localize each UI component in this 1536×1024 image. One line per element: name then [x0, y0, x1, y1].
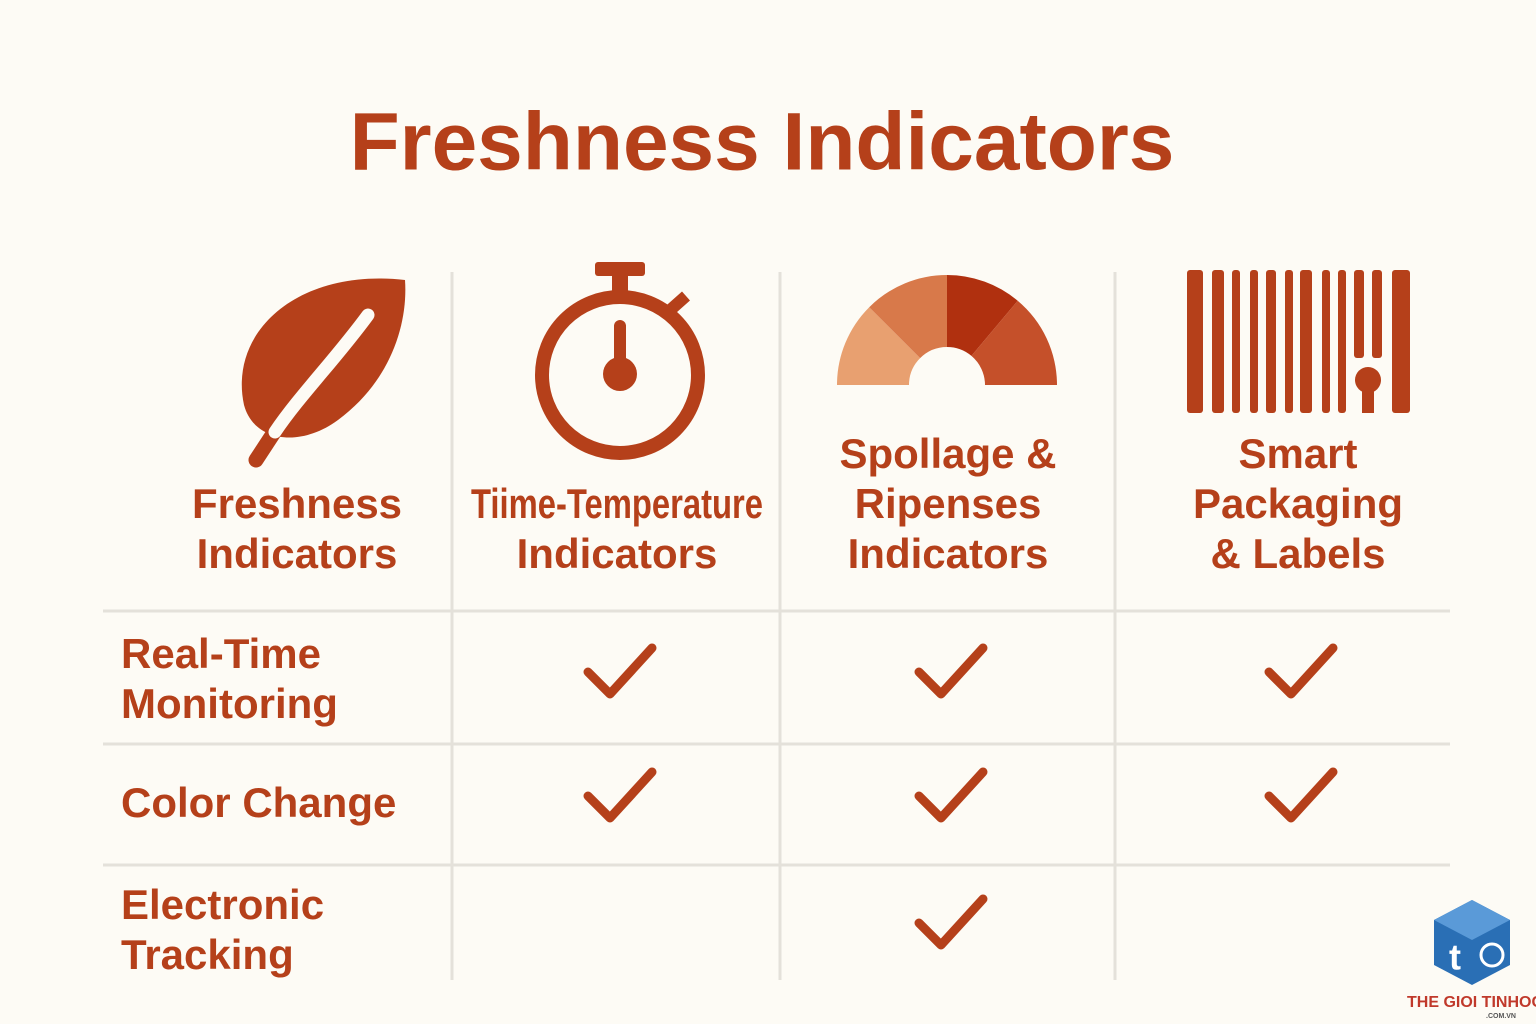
column-header: & Labels: [1210, 530, 1385, 577]
gauge-icon: [837, 275, 1057, 385]
check-mark: [914, 894, 988, 950]
gauge-segment: [837, 307, 921, 385]
column-header: Spollage &: [839, 430, 1056, 477]
check-mark: [583, 643, 657, 699]
check-mark: [1264, 643, 1338, 699]
check-mark: [1264, 767, 1338, 823]
gauge-segment: [869, 275, 947, 359]
barcode-icon: [1187, 270, 1410, 413]
watermark-logo: t: [1449, 937, 1461, 978]
gauge-segment: [947, 275, 1018, 356]
check-mark: [583, 767, 657, 823]
stopwatch-icon: [535, 262, 705, 460]
column-header: Smart: [1238, 430, 1357, 477]
watermark-text: THE GIOI TINHOC: [1407, 994, 1536, 1011]
row-label: Electronic: [121, 881, 324, 928]
gauge-segment: [971, 300, 1057, 385]
column-header: Tiime-Temperature: [471, 480, 763, 527]
column-header: Indicators: [848, 530, 1049, 577]
column-header: Freshness: [192, 480, 402, 527]
column-header: Packaging: [1193, 480, 1403, 527]
row-label: Real-Time: [121, 630, 321, 677]
row-label: Monitoring: [121, 680, 338, 727]
column-header: Indicators: [517, 530, 718, 577]
watermark-domain: .COM.VN: [1486, 1013, 1516, 1020]
watermark: t THE GIOI TINHOC .COM.VN: [1407, 900, 1536, 1020]
column-header: Indicators: [197, 530, 398, 577]
row-label: Tracking: [121, 931, 294, 978]
check-mark: [914, 767, 988, 823]
page-title: Freshness Indicators: [350, 97, 1175, 188]
leaf-icon: [241, 278, 406, 468]
table-grid: [103, 272, 1450, 980]
check-mark: [914, 643, 988, 699]
row-label: Color Change: [121, 779, 396, 826]
column-header: Ripenses: [855, 480, 1042, 527]
